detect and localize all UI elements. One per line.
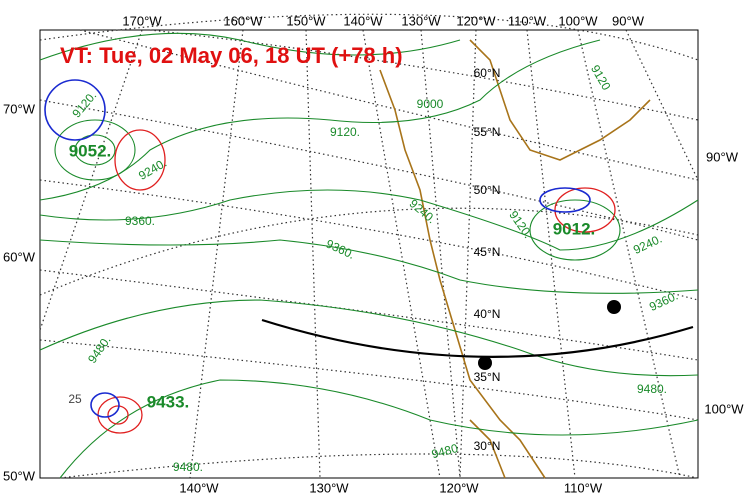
lon-label: 120°W [456,13,496,28]
graticule [420,29,461,479]
point [478,356,492,370]
lon-label: 110°W [508,13,547,28]
lon-label: 150°W [286,13,326,28]
lon-label: 140°W [343,13,383,28]
lon-label: 60°W [3,249,36,264]
graticule [625,29,699,181]
blue-contour [539,187,591,213]
height-contour [529,199,621,261]
height-contour [74,134,116,166]
graticule [39,179,699,301]
lon-label: 50°W [3,468,36,483]
red-contour [554,187,616,233]
height-contour [54,119,136,181]
lon-label: 170°W [122,13,162,28]
coastline [469,419,506,479]
contour-label: 9120. [330,125,360,139]
contour-label: 9480. [637,382,667,396]
lon-label: 90°W [612,13,645,28]
lat-label: 60°N [474,66,501,80]
graticule [577,29,681,479]
lat-label: 30°N [474,439,501,453]
lon-label: 70°W [3,101,36,116]
red-contour [114,129,166,191]
contour-label: 25 [68,392,82,406]
height-contour [39,239,699,294]
contour-label: 9480. [173,460,203,474]
lon-label: 120°W [439,480,479,495]
graticule [39,13,699,61]
lon-label: 110°W [564,480,603,495]
graticule [459,29,477,479]
lon-label: 100°W [704,401,744,416]
graticule [362,29,441,479]
lon-label: 100°W [558,13,598,28]
graticule [39,99,699,241]
contour-label: 9480 [430,441,460,462]
graticule [79,29,699,181]
graticule [59,453,699,479]
lon-label: 140°W [179,480,219,495]
blue-contour [44,79,106,141]
title: VT: Tue, 02 May 06, 18 UT (+78 h) [60,43,403,68]
contour-label: 9360. [125,214,155,228]
height-contour [59,379,699,479]
red-contour [107,405,129,425]
contour-label: 9000 [417,97,444,111]
center-label: 9012. [553,219,596,238]
blue-contour [90,392,120,418]
lon-label: 130°W [401,13,441,28]
lat-label: 40°N [474,307,501,321]
lon-label: 130°W [309,480,349,495]
graticule [305,29,321,479]
coastline [379,69,546,479]
graticule [189,29,244,479]
height-contour [39,189,699,251]
center-label: 9052. [69,141,112,160]
lon-label: 90°W [706,149,739,164]
graticule [39,269,699,361]
trajectory [261,318,694,358]
height-contour [39,299,699,377]
graticule [526,29,576,479]
height-contour [39,32,461,61]
center-label: 9433. [147,392,190,411]
lat-label: 45°N [474,245,501,259]
lat-label: 35°N [474,370,501,384]
lat-label: 55°N [474,125,501,139]
lat-label: 50°N [474,183,501,197]
coastline [469,39,651,161]
lon-label: 160°W [223,13,263,28]
graticule [149,29,699,121]
point [607,300,621,314]
